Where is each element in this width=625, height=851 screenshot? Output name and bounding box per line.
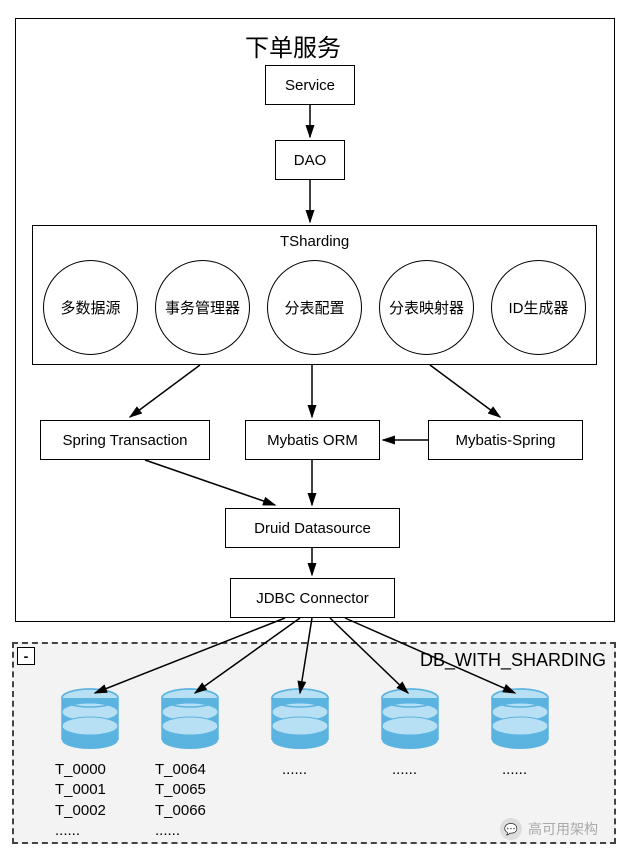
node-mybatis-spring: Mybatis-Spring — [428, 420, 583, 460]
sharding-toggle[interactable]: - — [17, 647, 35, 665]
diagram-title: 下单服务 — [245, 28, 341, 63]
db-label-1: T_0064 T_0065 T_0066 ...... — [155, 760, 206, 841]
db-label-2: ...... — [282, 760, 307, 780]
db-label-4: ...... — [502, 760, 527, 780]
sharding-title: DB_WITH_SHARDING — [420, 650, 606, 671]
circle-shard-mapper: 分表映射器 — [379, 260, 474, 355]
watermark-text: 高可用架构 — [528, 819, 598, 839]
db-label-3: ...... — [392, 760, 417, 780]
node-jdbc-connector: JDBC Connector — [230, 578, 395, 618]
circle-id-generator: ID生成器 — [491, 260, 586, 355]
watermark: 💬 高可用架构 — [500, 818, 598, 840]
circle-shard-config: 分表配置 — [267, 260, 362, 355]
tsharding-title: TSharding — [280, 233, 349, 250]
circle-multi-datasource: 多数据源 — [43, 260, 138, 355]
node-dao: DAO — [275, 140, 345, 180]
circle-tx-manager: 事务管理器 — [155, 260, 250, 355]
node-service: Service — [265, 65, 355, 105]
node-spring-transaction: Spring Transaction — [40, 420, 210, 460]
db-label-0: T_0000 T_0001 T_0002 ...... — [55, 760, 106, 841]
node-druid-datasource: Druid Datasource — [225, 508, 400, 548]
watermark-icon: 💬 — [500, 818, 522, 840]
node-mybatis-orm: Mybatis ORM — [245, 420, 380, 460]
